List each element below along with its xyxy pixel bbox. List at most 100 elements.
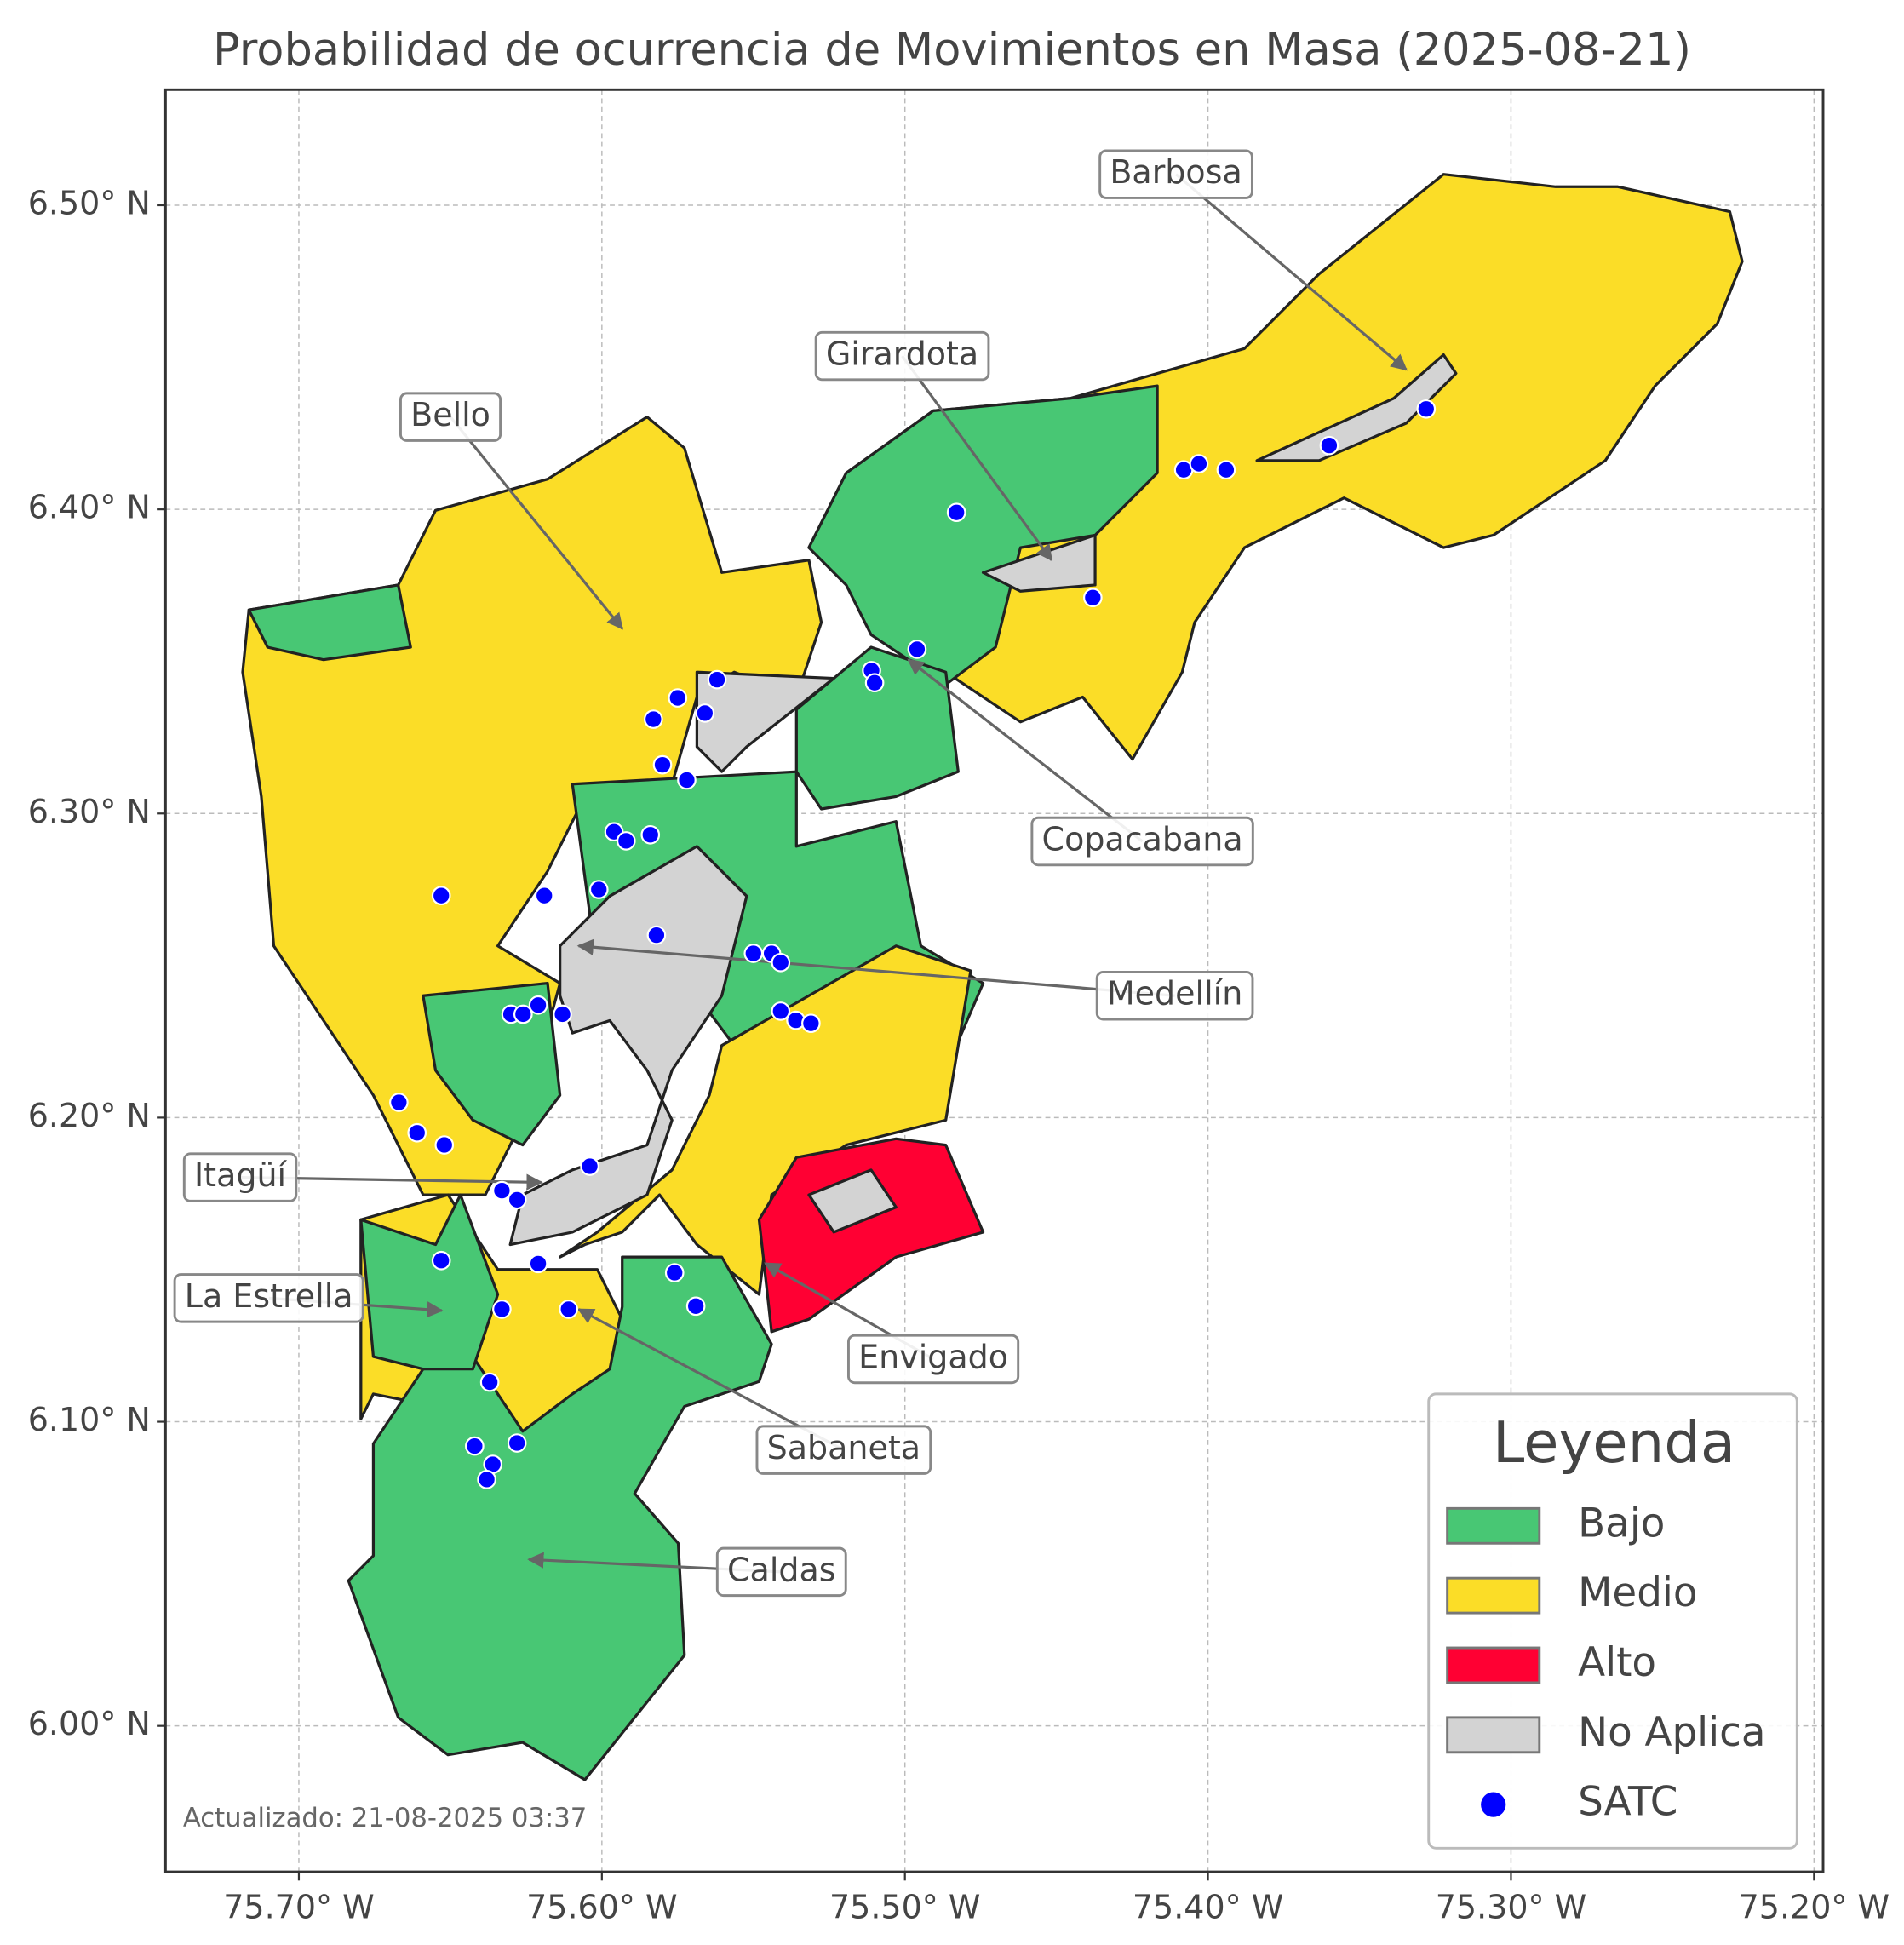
region-bajo (422, 982, 562, 1147)
region-alto (757, 1137, 985, 1334)
satc-station (507, 1433, 527, 1453)
annotation-label: Barbosa (1110, 153, 1242, 191)
satc-station (431, 886, 451, 906)
annotation-box (715, 1546, 847, 1598)
satc-station (434, 1135, 455, 1155)
satc-station (528, 995, 548, 1015)
y-tick-label: 6.20° N (28, 1097, 151, 1134)
satc-station (553, 1004, 572, 1024)
satc-station (664, 1263, 685, 1282)
region-bajo (794, 645, 960, 811)
satc-station (640, 824, 661, 845)
satc-station (559, 1300, 579, 1319)
satc-station (1319, 435, 1339, 456)
satc-station (946, 502, 966, 523)
y-tick-label: 6.10° N (28, 1401, 151, 1438)
y-tick-label: 6.30° N (28, 793, 151, 830)
satc-station (646, 925, 667, 945)
annotation-box (399, 392, 502, 442)
satc-station (668, 688, 688, 708)
legend-swatch (1446, 1646, 1541, 1684)
satc-station (707, 669, 727, 690)
region-no-aplica (981, 533, 1097, 593)
legend-label: No Aplica (1578, 1710, 1765, 1756)
y-tick-label: 6.50° N (28, 185, 151, 222)
legend-label: SATC (1578, 1780, 1677, 1826)
satc-station (479, 1372, 500, 1392)
annotation-box (182, 1152, 298, 1202)
satc-station (743, 944, 764, 963)
satc-station (492, 1180, 512, 1201)
annotation-label: Sabaneta (767, 1429, 920, 1466)
x-tick-label: 75.50° W (829, 1888, 980, 1925)
y-tick-label: 6.00° N (28, 1705, 151, 1742)
satc-station (1189, 454, 1209, 473)
satc-station (1216, 460, 1236, 480)
satc-station (1083, 588, 1103, 608)
annotation-box (1095, 970, 1254, 1021)
legend-swatch (1446, 1506, 1541, 1545)
regions (241, 173, 1744, 1781)
annotation-box (1030, 816, 1254, 867)
legend-swatch (1446, 1576, 1541, 1615)
satc-station (616, 831, 636, 851)
annotation-arrow (576, 938, 1175, 997)
annotation-label: Bello (410, 396, 490, 433)
x-tick-label: 75.40° W (1133, 1888, 1283, 1925)
annotation-label: Girardota (826, 336, 978, 373)
satc-station (513, 1004, 533, 1024)
legend: Leyenda Bajo Medio Alto No Aplica SATC (1427, 1392, 1798, 1850)
satc-station (771, 1001, 791, 1021)
region-bajo (807, 384, 1159, 686)
legend-title: Leyenda (1493, 1409, 1735, 1476)
satc-station (534, 886, 554, 906)
annotation-arrow (907, 658, 1144, 843)
plot-frame (163, 88, 1825, 1873)
satc-station (477, 1470, 496, 1489)
footnote: Actualizado: 21-08-2025 03:37 (183, 1804, 587, 1833)
satc-station (801, 1013, 821, 1034)
satc-station (465, 1436, 485, 1456)
x-tick-label: 75.30° W (1436, 1888, 1586, 1925)
satc-station (644, 709, 663, 729)
satc-station (907, 640, 927, 659)
legend-label: Alto (1578, 1640, 1656, 1686)
satc-station (685, 1296, 706, 1317)
satc-station (389, 1093, 409, 1112)
map-title: Probabilidad de ocurrencia de Movimiento… (213, 24, 1691, 76)
region-no-aplica (695, 670, 835, 773)
annotation-label: Copacabana (1042, 821, 1243, 858)
annotation-arrow (449, 416, 623, 630)
region-no-aplica (807, 1168, 898, 1234)
satc-station (507, 1190, 527, 1210)
annotation-label: Itagüí (194, 1156, 288, 1194)
annotation-box (1098, 149, 1253, 199)
satc-station (677, 770, 697, 790)
satc-station (652, 754, 673, 775)
satc-station (1416, 399, 1437, 419)
annotation-arrow (1175, 173, 1408, 371)
annotation-label: La Estrella (185, 1277, 353, 1315)
annotation-arrow (901, 355, 1053, 562)
satc-station (528, 1254, 548, 1274)
satc-station (588, 880, 609, 899)
annotation-label: Medellín (1107, 975, 1242, 1013)
annotation-label: Envigado (858, 1338, 1008, 1375)
region-bajo (347, 1255, 773, 1781)
satc-station (431, 1250, 451, 1271)
x-tick-label: 75.20° W (1739, 1888, 1890, 1925)
annotation-box (173, 1273, 364, 1323)
satc-station (492, 1300, 512, 1319)
legend-swatch (1446, 1716, 1541, 1754)
annotation-label: Caldas (727, 1551, 836, 1588)
y-tick-label: 6.40° N (28, 489, 151, 526)
annotations: Barbosa Girardota Bello Copacabana Medellín I… (173, 149, 1408, 1598)
satc-station (407, 1122, 427, 1143)
satc-station (695, 703, 715, 723)
annotation-box (846, 1334, 1020, 1385)
region-no-aplica (508, 845, 748, 1247)
legend-label: Bajo (1578, 1500, 1665, 1546)
x-tick-label: 75.70° W (223, 1888, 374, 1925)
legend-marker (1481, 1792, 1506, 1817)
